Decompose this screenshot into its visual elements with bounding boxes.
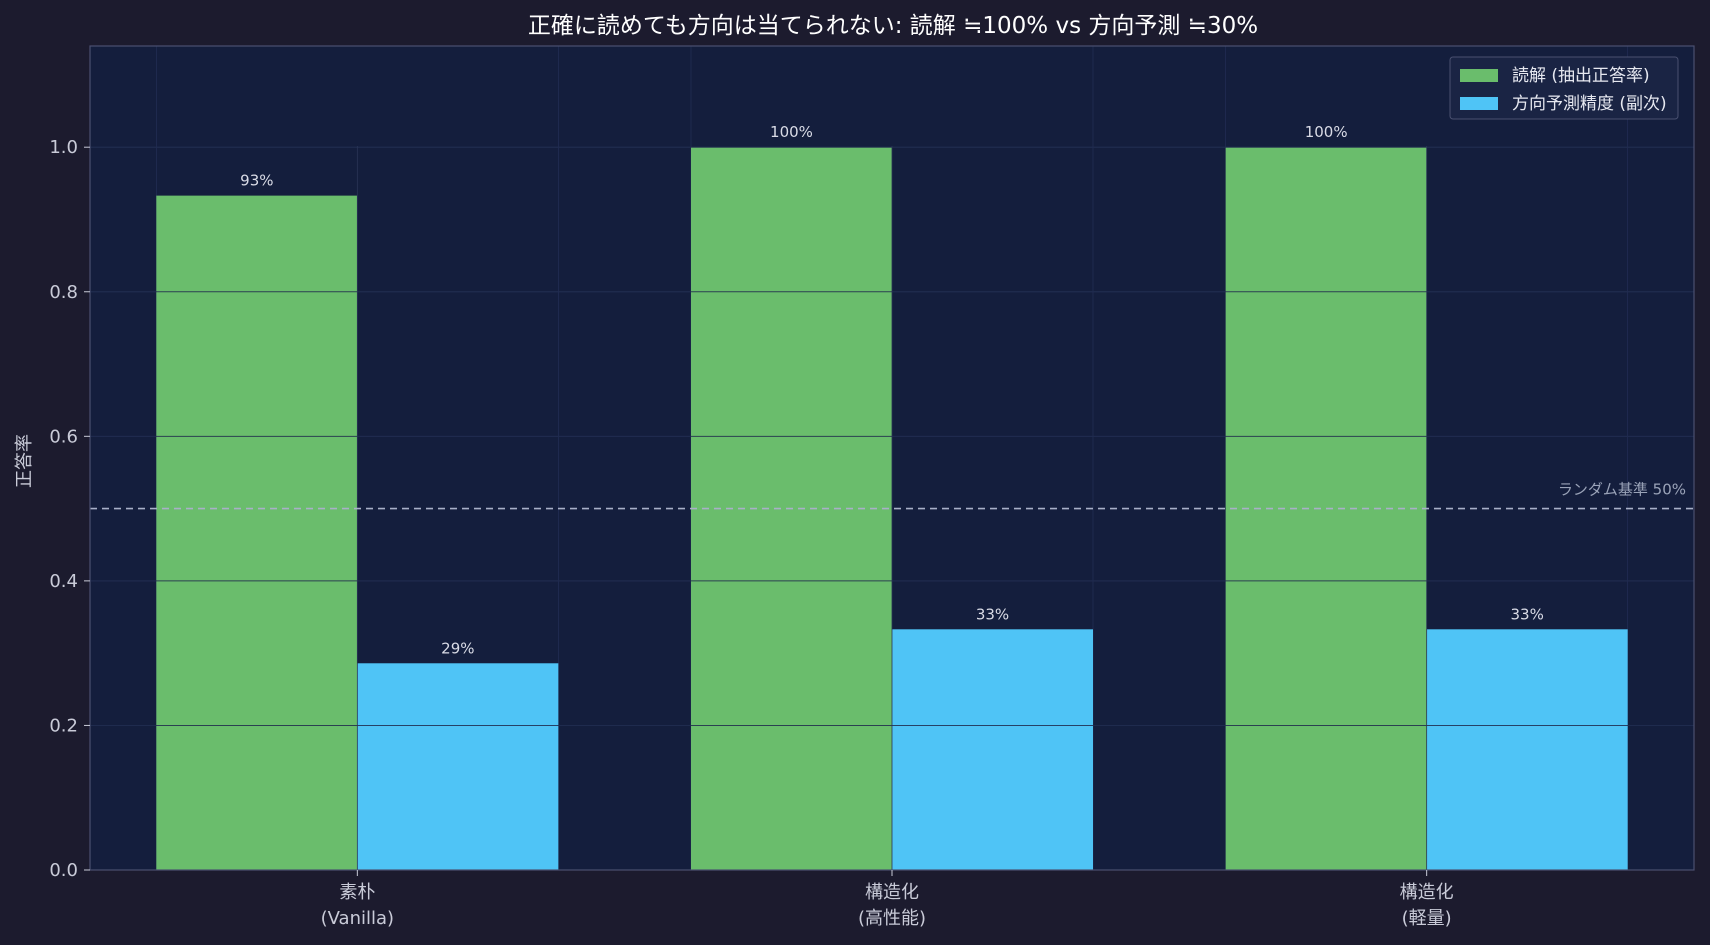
x-category-label: (Vanilla) bbox=[321, 908, 394, 929]
y-tick-label: 0.4 bbox=[49, 571, 78, 592]
bars-layer bbox=[90, 146, 1694, 871]
legend-entry: 読解 (抽出正答率) bbox=[1512, 66, 1650, 86]
axes-layer: 0.0 0.2 0.4 0.6 0.8 1.0 素朴 (Vanilla) 構造化 (高性能) 構造化… bbox=[49, 45, 1695, 929]
bar-value-label: 100% bbox=[1305, 123, 1348, 141]
bar-direction-1 bbox=[357, 663, 559, 870]
bar-value-label: 33% bbox=[976, 605, 1009, 623]
y-tick-label: 0.8 bbox=[49, 282, 78, 303]
y-tick-label: 0.6 bbox=[49, 426, 78, 447]
y-tick-label: 0.2 bbox=[49, 715, 78, 736]
legend-swatch bbox=[1460, 97, 1498, 110]
legend-swatch bbox=[1460, 69, 1498, 82]
bar-reading-1 bbox=[156, 195, 358, 871]
bar-value-label: 100% bbox=[770, 123, 813, 141]
x-category-label: 構造化 bbox=[865, 882, 919, 903]
legend: 読解 (抽出正答率) 方向予測精度 (副次) bbox=[1449, 56, 1679, 120]
x-category-label: (高性能) bbox=[858, 908, 926, 929]
legend-entry: 方向予測精度 (副次) bbox=[1512, 94, 1667, 114]
x-category-label: 構造化 bbox=[1400, 882, 1454, 903]
labels-layer: 93% 100% 100% 29% 33% 33% bbox=[240, 123, 1544, 657]
legend-box bbox=[1449, 56, 1679, 120]
reference-line-layer: ランダム基準 50% bbox=[90, 481, 1694, 510]
bar-value-label: 33% bbox=[1510, 605, 1543, 623]
y-tick-label: 0.0 bbox=[49, 860, 78, 881]
x-category-label: 素朴 bbox=[339, 882, 375, 903]
bar-direction-3 bbox=[1426, 629, 1628, 870]
random-baseline-label: ランダム基準 50% bbox=[1558, 481, 1686, 499]
bar-value-label: 93% bbox=[240, 172, 273, 190]
chart-title: 正確に読めても方向は当てられない: 読解 ≒100% vs 方向予測 ≒30% bbox=[528, 13, 1258, 39]
y-tick-label: 1.0 bbox=[49, 137, 78, 158]
bar-direction-2 bbox=[892, 629, 1093, 870]
y-axis-label: 正答率 bbox=[14, 434, 35, 488]
bar-value-label: 29% bbox=[441, 639, 474, 657]
x-category-label: (軽量) bbox=[1402, 908, 1452, 929]
